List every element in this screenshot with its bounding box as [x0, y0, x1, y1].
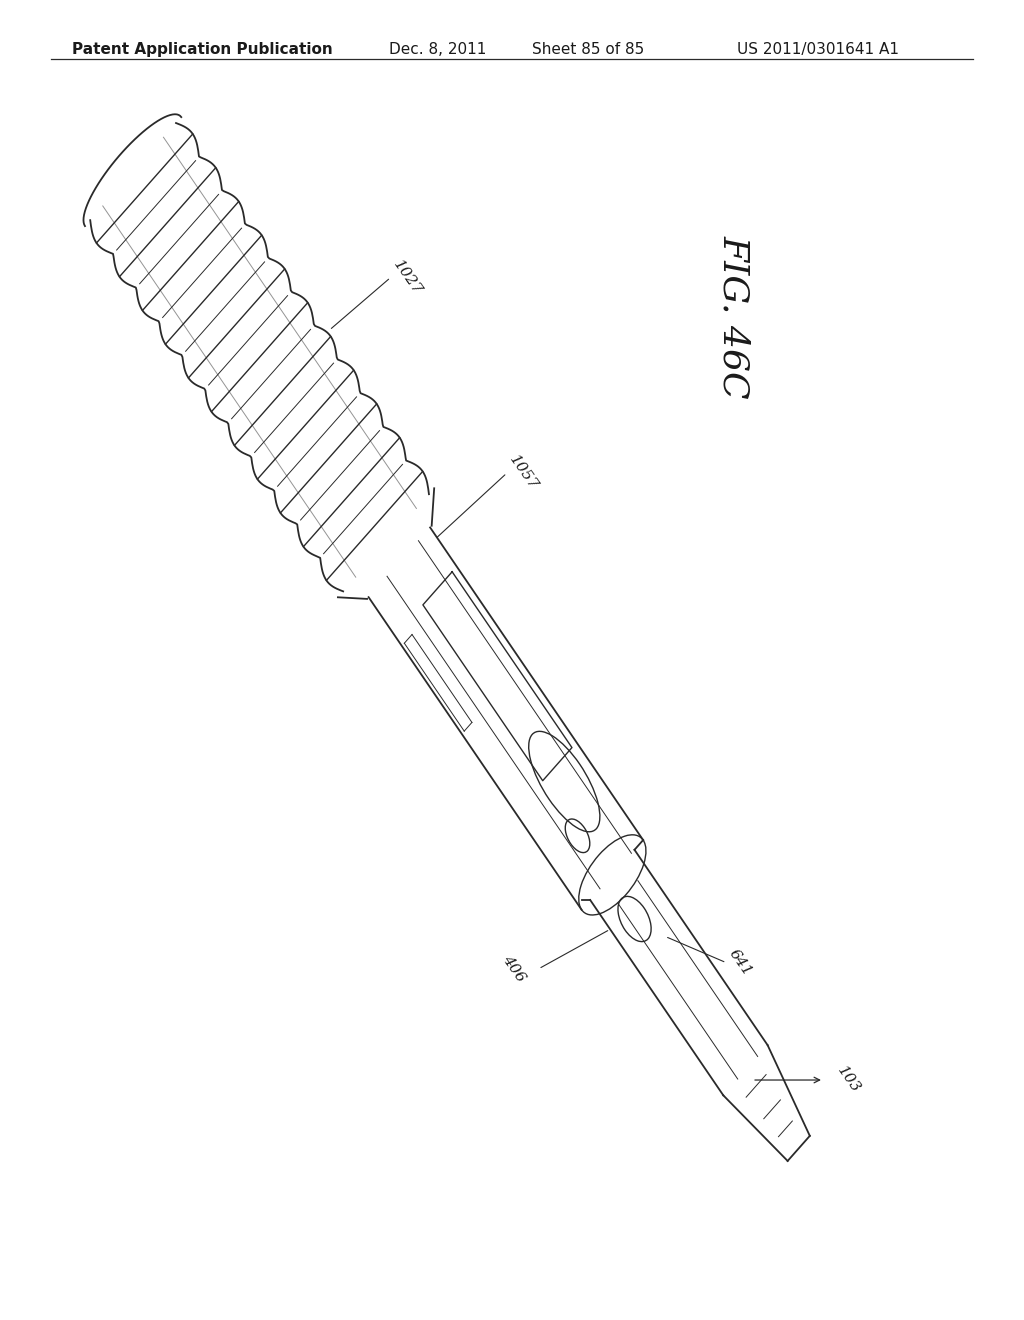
Text: Sheet 85 of 85: Sheet 85 of 85: [532, 42, 645, 57]
Text: 1027: 1027: [391, 257, 425, 297]
Text: Patent Application Publication: Patent Application Publication: [72, 42, 333, 57]
Text: 641: 641: [726, 946, 755, 978]
Text: 1057: 1057: [507, 453, 541, 492]
Text: Dec. 8, 2011: Dec. 8, 2011: [389, 42, 486, 57]
Text: 103: 103: [834, 1064, 862, 1096]
Text: FIG. 46C: FIG. 46C: [717, 235, 751, 399]
Text: 406: 406: [500, 953, 528, 985]
Text: US 2011/0301641 A1: US 2011/0301641 A1: [737, 42, 899, 57]
